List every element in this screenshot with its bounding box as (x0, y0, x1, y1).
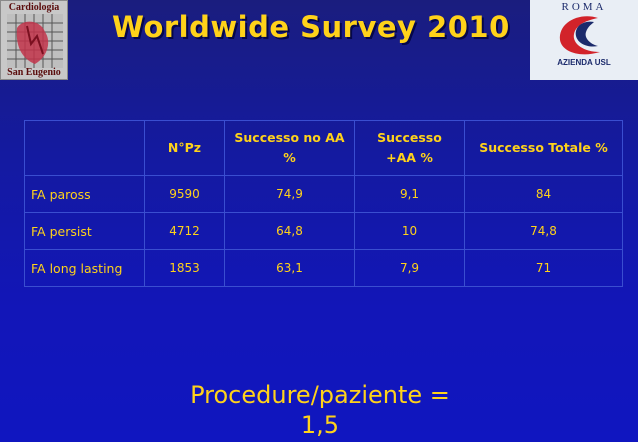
table-cell: 1853 (145, 250, 225, 287)
header-cell: N°Pz (145, 121, 225, 176)
asl-roma-logo: ROMA AZIENDA USL (530, 0, 638, 80)
table-cell: 74,8 (465, 213, 623, 250)
row-label: FA persist (25, 213, 145, 250)
table-row: FA persist 4712 64,8 10 74,8 (25, 213, 623, 250)
table-cell: 4712 (145, 213, 225, 250)
header-cell: Successo +AA % (355, 121, 465, 176)
table-cell: 74,9 (225, 176, 355, 213)
logo-asl-text: AZIENDA USL (530, 58, 638, 67)
table-cell: 9,1 (355, 176, 465, 213)
header-cell: Successo no AA % (225, 121, 355, 176)
heart-grid-icon (7, 14, 63, 68)
table-cell: 84 (465, 176, 623, 213)
procedures-note-line1: Procedure/paziente = (170, 380, 470, 410)
table-cell: 9590 (145, 176, 225, 213)
table-header-row: N°Pz Successo no AA % Successo +AA % Suc… (25, 121, 623, 176)
row-label: FA paross (25, 176, 145, 213)
procedures-note-line2: 1,5 (170, 410, 470, 440)
header-cell: Successo Totale % (465, 121, 623, 176)
slide-title: Worldwide Survey 2010 (112, 10, 510, 44)
logo-top-text: Cardiologia (1, 2, 67, 13)
table-cell: 10 (355, 213, 465, 250)
header-cell (25, 121, 145, 176)
table-cell: 63,1 (225, 250, 355, 287)
survey-table: N°Pz Successo no AA % Successo +AA % Suc… (24, 120, 623, 287)
table-cell: 71 (465, 250, 623, 287)
table-cell: 7,9 (355, 250, 465, 287)
row-label: FA long lasting (25, 250, 145, 287)
logo-bottom-text: San Eugenio (1, 67, 67, 78)
procedures-note: Procedure/paziente = 1,5 (170, 380, 470, 440)
crescent-emblem-icon (550, 12, 618, 58)
table-row: FA paross 9590 74,9 9,1 84 (25, 176, 623, 213)
table-row: FA long lasting 1853 63,1 7,9 71 (25, 250, 623, 287)
table-cell: 64,8 (225, 213, 355, 250)
cardiologia-logo: Cardiologia San Eugenio (0, 0, 68, 80)
